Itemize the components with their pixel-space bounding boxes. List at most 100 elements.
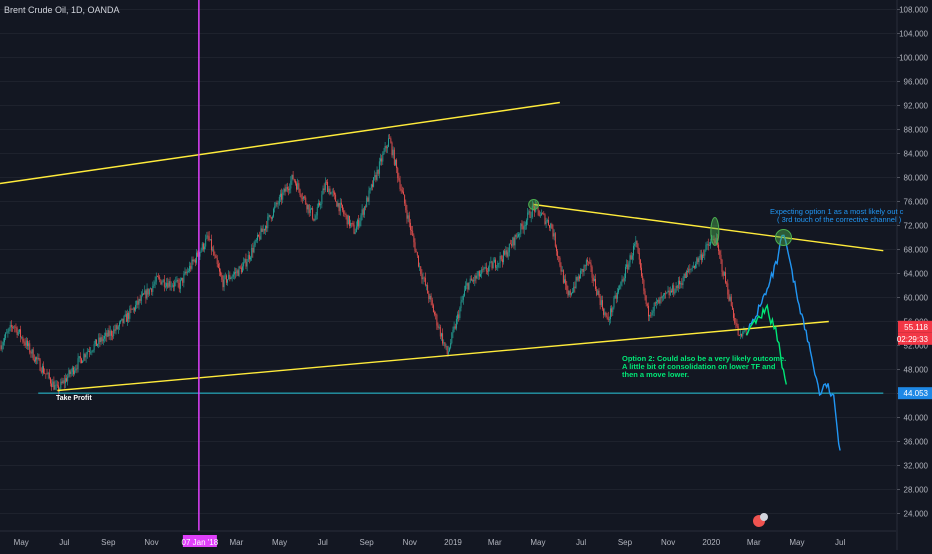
candle-up — [127, 312, 128, 322]
candle-up — [457, 314, 458, 320]
candle-down — [414, 242, 416, 252]
candle-up — [135, 305, 136, 311]
candle-up — [1, 345, 3, 350]
time-tick-label: Mar — [488, 538, 502, 547]
candle-up — [524, 225, 526, 227]
candle-down — [566, 284, 568, 291]
grid — [0, 9, 896, 514]
candle-up — [193, 259, 195, 262]
candle-up — [105, 332, 107, 337]
countdown-label: 02:29:33 — [897, 335, 929, 344]
candle-up — [170, 285, 172, 287]
candle-down — [194, 259, 196, 263]
candle-up — [183, 274, 185, 283]
candle-up — [234, 272, 235, 275]
candle-down — [722, 271, 724, 276]
candle-down — [167, 283, 169, 288]
candle-up — [376, 169, 378, 180]
candle-down — [543, 213, 545, 215]
candle-down — [305, 197, 307, 204]
candle-up — [274, 206, 276, 209]
candle-up — [743, 330, 745, 333]
candle-down — [207, 235, 209, 237]
candle-up — [262, 229, 264, 232]
candle-up — [507, 252, 509, 257]
candle-up — [174, 282, 176, 287]
candle-up — [206, 235, 208, 239]
candle-up — [366, 197, 368, 207]
highlight-circle[interactable] — [528, 199, 540, 210]
price-tick-label: 68.000 — [904, 246, 929, 255]
candle-up — [278, 196, 280, 204]
candle-up — [616, 292, 618, 299]
candle-down — [12, 326, 13, 328]
option-1-projection[interactable] — [746, 234, 841, 451]
candle-down — [599, 296, 601, 305]
candle-down — [639, 259, 641, 268]
candle-down — [630, 255, 632, 260]
candle-down — [237, 270, 239, 276]
candle-up — [337, 203, 339, 207]
candle-down — [596, 289, 598, 295]
candle-down — [276, 202, 278, 205]
candle-down — [467, 283, 469, 290]
candle-down — [336, 201, 338, 207]
lower-channel-line[interactable] — [57, 320, 829, 392]
candle-down — [213, 249, 215, 256]
candle-up — [585, 260, 587, 267]
candle-up — [664, 293, 665, 295]
price-tick-label: 88.000 — [904, 126, 929, 135]
candle-up — [361, 209, 363, 216]
time-tick-label: Nov — [661, 538, 675, 547]
candle-down — [38, 357, 40, 360]
candle-up — [621, 279, 623, 283]
candle-up — [74, 370, 76, 374]
candle-up — [161, 282, 163, 285]
highlight-circle[interactable] — [774, 229, 792, 246]
candle-up — [600, 300, 602, 305]
candle-down — [332, 191, 334, 193]
candle-down — [151, 288, 153, 292]
option-2-projection[interactable] — [746, 303, 787, 385]
event-badge[interactable] — [753, 513, 768, 527]
candle-down — [598, 290, 600, 297]
candle-down — [733, 309, 734, 318]
candle-up — [64, 378, 66, 384]
candle-up — [189, 265, 191, 272]
candle-down — [22, 337, 24, 342]
candle-down — [335, 194, 337, 202]
candle-up — [503, 251, 504, 263]
candle-up — [488, 267, 490, 272]
candle-down — [411, 229, 412, 231]
highlight-circle[interactable] — [710, 217, 720, 246]
candle-down — [239, 266, 241, 268]
upper-channel-line[interactable] — [0, 101, 560, 185]
candle-down — [660, 297, 662, 299]
candle-down — [137, 300, 139, 305]
highlight-circles — [528, 199, 792, 246]
candle-up — [659, 297, 661, 304]
time-tick-label: Sep — [360, 538, 375, 547]
price-tick-label: 72.000 — [904, 222, 929, 231]
candle-down — [182, 277, 184, 283]
candle-down — [592, 277, 594, 282]
candle-down — [584, 265, 586, 267]
candle-up — [18, 329, 20, 332]
candle-down — [603, 308, 605, 315]
candle-down — [14, 326, 16, 328]
candle-up — [441, 333, 442, 337]
candle-down — [33, 359, 35, 362]
candle-up — [121, 318, 123, 321]
candle-up — [468, 282, 470, 290]
candle-down — [538, 210, 540, 217]
candle-up — [447, 351, 449, 355]
candle-down — [591, 267, 593, 278]
candle-down — [163, 279, 165, 287]
candle-up — [445, 346, 447, 347]
candle-up — [499, 255, 501, 263]
candle-down — [106, 332, 108, 337]
descending-trendline-line[interactable] — [533, 203, 884, 252]
candle-down — [726, 282, 728, 284]
